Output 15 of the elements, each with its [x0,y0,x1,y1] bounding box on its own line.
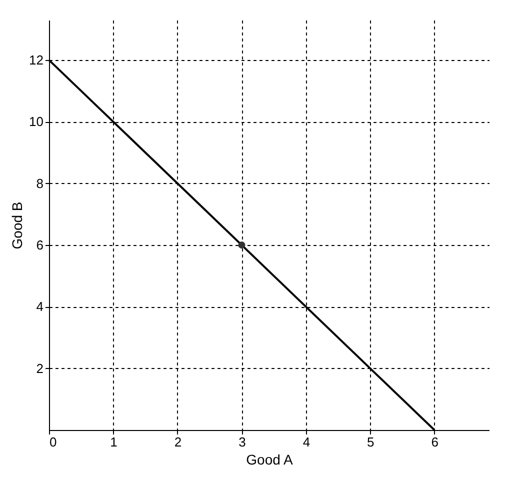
y-tick-label: 6 [36,238,44,253]
y-axis-title: Good B [9,202,26,250]
x-tick-label: 6 [431,434,439,450]
y-tick-label: 12 [29,52,44,68]
y-tick-label: 10 [29,114,44,130]
y-tick-label: 8 [36,176,44,191]
x-tick-label: 1 [110,434,118,450]
x-tick-label: 0 [50,434,57,450]
y-tick-label: 2 [36,360,44,376]
x-tick-label: 5 [367,434,374,450]
x-tick-label: 3 [238,434,246,450]
x-tick-label: 2 [174,434,182,450]
x-axis-title: Good A [246,452,294,468]
y-tick-label: 4 [36,299,44,314]
x-tick-label: 4 [302,434,310,450]
